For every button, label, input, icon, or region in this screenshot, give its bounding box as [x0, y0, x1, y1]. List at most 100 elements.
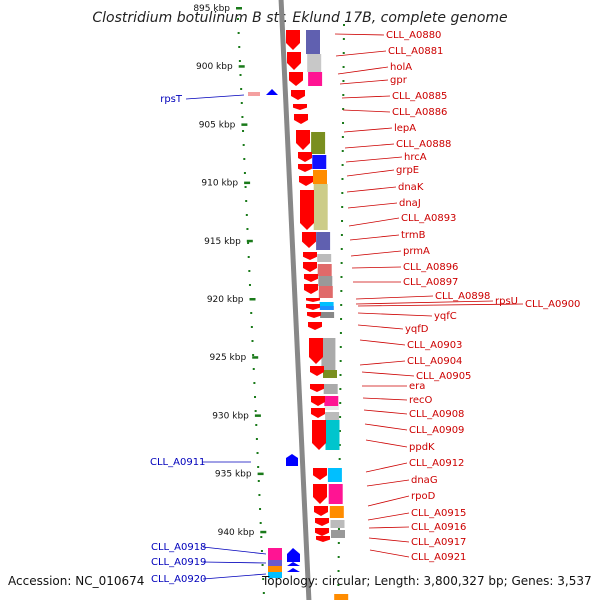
guide-dot [339, 416, 342, 418]
gene-label-reverse[interactable]: CLL_A0911 [150, 457, 205, 468]
gene-label-forward[interactable]: CLL_A0908 [409, 409, 464, 420]
gene-label-forward[interactable]: CLL_A0881 [388, 46, 443, 57]
tick-label: 940 kbp [218, 528, 255, 538]
gene-arrow-reverse[interactable] [266, 89, 278, 95]
gene-arrow-forward[interactable] [313, 484, 327, 504]
gene-label-reverse[interactable]: CLL_A0919 [151, 557, 206, 568]
guide-dot [341, 206, 344, 208]
gene-label-forward[interactable]: lepA [394, 123, 416, 134]
gene-label-reverse[interactable]: rpsT [160, 94, 183, 105]
gene-label-reverse[interactable]: CLL_A0920 [151, 574, 206, 585]
gene-arrow-forward[interactable] [303, 262, 317, 272]
guide-dot [340, 234, 343, 236]
gene-label-forward[interactable]: CLL_A0904 [407, 356, 462, 367]
tick-label: 925 kbp [210, 353, 247, 363]
gene-arrow-reverse[interactable] [287, 568, 300, 572]
gene-arrow-forward[interactable] [310, 384, 324, 392]
gene-arrow-forward[interactable] [304, 284, 318, 294]
gene-label-forward[interactable]: CLL_A0897 [403, 277, 458, 288]
guide-dot [241, 116, 244, 118]
gene-arrow-forward[interactable] [293, 104, 307, 110]
gene-label-forward[interactable]: recO [409, 395, 433, 406]
gene-arrow-forward[interactable] [310, 366, 324, 376]
gene-label-forward[interactable]: CLL_A0893 [401, 213, 456, 224]
gene-arrow-forward[interactable] [294, 114, 308, 124]
gene-arrow-forward[interactable] [291, 90, 305, 100]
gene-arrow-forward[interactable] [308, 322, 322, 330]
gene-arrow-forward[interactable] [304, 274, 318, 282]
gene-label-forward[interactable]: ppdK [409, 442, 435, 453]
gene-label-forward[interactable]: CLL_A0912 [409, 458, 464, 469]
gene-label-forward[interactable]: CLL_A0898 [435, 291, 490, 302]
gene-arrow-forward[interactable] [315, 528, 329, 536]
gene-arrow-reverse[interactable] [286, 454, 298, 466]
feature-block [324, 396, 339, 406]
gene-label-forward[interactable]: gpr [390, 75, 408, 86]
gene-label-forward[interactable]: prmA [403, 246, 430, 257]
guide-dot [252, 354, 255, 356]
gene-label-forward[interactable]: holA [390, 62, 412, 73]
gene-arrow-forward[interactable] [307, 312, 321, 318]
label-leader-line [357, 303, 524, 307]
gene-arrow-forward[interactable] [311, 396, 325, 406]
gene-label-forward[interactable]: era [409, 381, 425, 392]
gene-arrow-forward[interactable] [303, 252, 317, 260]
gene-arrow-reverse[interactable] [287, 562, 300, 566]
feature-block [313, 184, 328, 230]
gene-arrow-forward[interactable] [289, 72, 303, 86]
guide-dot [342, 66, 345, 68]
gene-label-forward[interactable]: CLL_A0921 [411, 552, 466, 563]
gene-label-forward[interactable]: CLL_A0900 [525, 299, 580, 310]
guide-dot [340, 318, 343, 320]
tick-label: 930 kbp [212, 411, 249, 421]
gene-arrow-reverse[interactable] [287, 548, 300, 562]
gene-arrow-forward[interactable] [299, 176, 313, 186]
gene-label-forward[interactable]: CLL_A0896 [403, 262, 458, 273]
gene-label-forward[interactable]: CLL_A0916 [411, 522, 466, 533]
gene-label-forward[interactable]: dnaG [411, 475, 438, 486]
gene-arrow-forward[interactable] [300, 190, 314, 230]
gene-arrow-forward[interactable] [312, 420, 326, 450]
genome-summary-text: Topology: circular; Length: 3,800,327 bp… [262, 574, 592, 588]
gene-label-forward[interactable]: dnaK [398, 182, 424, 193]
label-leader-line [351, 266, 402, 269]
gene-label-forward[interactable]: CLL_A0909 [409, 425, 464, 436]
gene-label-forward[interactable]: CLL_A0903 [407, 340, 462, 351]
guide-dot [238, 46, 241, 48]
gene-arrow-forward[interactable] [306, 304, 320, 310]
gene-label-forward[interactable]: CLL_A0905 [416, 371, 471, 382]
gene-arrow-forward[interactable] [311, 408, 325, 418]
gene-label-forward[interactable]: rpoD [411, 491, 436, 502]
gene-arrow-reverse[interactable] [248, 92, 260, 96]
gene-label-forward[interactable]: CLL_A0915 [411, 508, 466, 519]
gene-arrow-forward[interactable] [306, 298, 320, 302]
gene-label-forward[interactable]: dnaJ [399, 198, 421, 209]
gene-arrow-forward[interactable] [287, 52, 301, 70]
gene-label-forward[interactable]: yqfD [405, 324, 429, 335]
feature-block [327, 468, 342, 482]
gene-label-forward[interactable]: grpE [396, 165, 419, 176]
gene-arrow-forward[interactable] [298, 164, 312, 172]
feature-block [330, 520, 345, 528]
gene-arrow-forward[interactable] [309, 338, 323, 364]
gene-arrow-forward[interactable] [302, 232, 316, 248]
gene-label-forward[interactable]: CLL_A0885 [392, 91, 447, 102]
gene-label-forward[interactable]: CLL_A0880 [386, 30, 441, 41]
gene-arrow-forward[interactable] [313, 468, 327, 480]
gene-arrow-forward[interactable] [315, 518, 329, 526]
reverse-genes [248, 89, 300, 578]
gene-label-forward[interactable]: CLL_A0886 [392, 107, 447, 118]
gene-label-forward[interactable]: rpsU [495, 296, 518, 307]
gene-arrow-forward[interactable] [316, 536, 330, 542]
gene-label-reverse[interactable]: CLL_A0918 [151, 542, 206, 553]
gene-arrow-forward[interactable] [296, 130, 310, 150]
gene-label-forward[interactable]: hrcA [404, 152, 427, 163]
gene-arrow-forward[interactable] [286, 30, 300, 50]
gene-label-forward[interactable]: CLL_A0917 [411, 537, 466, 548]
gene-arrow-forward[interactable] [298, 152, 312, 162]
gene-label-forward[interactable]: yqfC [434, 311, 457, 322]
gene-label-forward[interactable]: trmB [401, 230, 426, 241]
gene-arrow-forward[interactable] [314, 506, 328, 516]
gene-label-forward[interactable]: CLL_A0888 [396, 139, 451, 150]
